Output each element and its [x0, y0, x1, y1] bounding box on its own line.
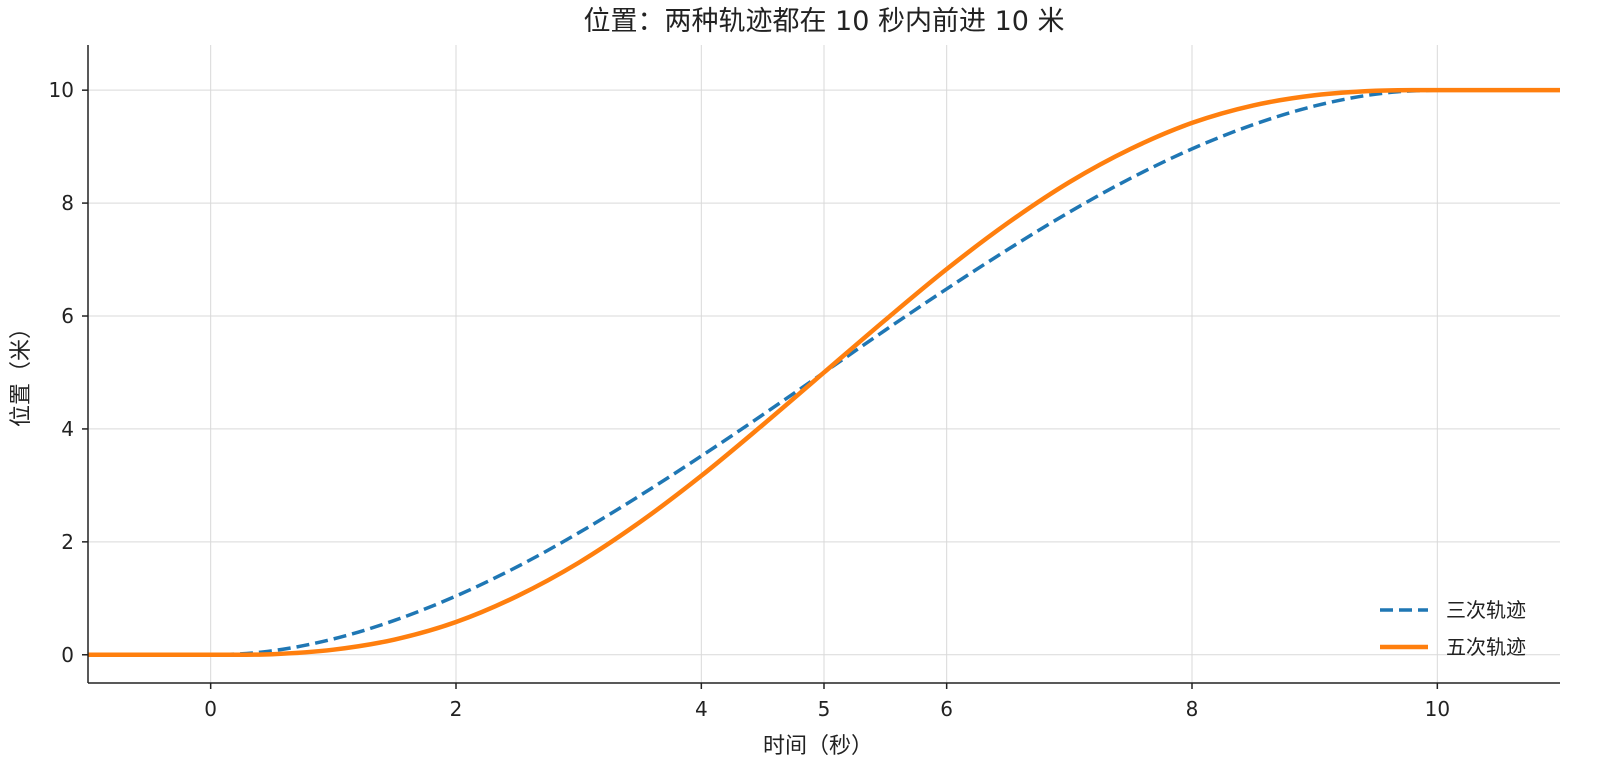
x-tick-label: 2 — [450, 697, 463, 721]
x-tick-label: 8 — [1186, 697, 1199, 721]
y-axis-label: 位置（米） — [9, 317, 34, 427]
y-tick-label: 0 — [61, 643, 74, 667]
y-tick-labels: 0 2 4 6 8 10 — [49, 78, 88, 667]
y-tick-label: 10 — [49, 78, 74, 102]
y-tick-label: 8 — [61, 191, 74, 215]
series-lines — [87, 87, 1561, 658]
y-tick-label: 6 — [61, 304, 74, 328]
x-tick-label: 6 — [940, 697, 953, 721]
x-tick-label: 10 — [1425, 697, 1450, 721]
x-tick-label: 5 — [818, 697, 831, 721]
y-tick-label: 4 — [61, 417, 74, 441]
grid-lines — [88, 45, 1560, 683]
x-tick-label: 4 — [695, 697, 708, 721]
x-tick-label: 0 — [204, 697, 217, 721]
chart-title: 位置：两种轨迹都在 10 秒内前进 10 米 — [583, 6, 1064, 37]
x-tick-labels: 0 2 4 5 6 8 10 — [204, 683, 1450, 721]
legend-label-quintic: 五次轨迹 — [1446, 635, 1526, 659]
y-tick-label: 2 — [61, 530, 74, 554]
legend: 三次轨迹 五次轨迹 — [1380, 598, 1526, 659]
series-line-quintic — [87, 87, 1561, 658]
x-axis-label: 时间（秒） — [763, 734, 873, 759]
legend-label-cubic: 三次轨迹 — [1446, 598, 1526, 622]
